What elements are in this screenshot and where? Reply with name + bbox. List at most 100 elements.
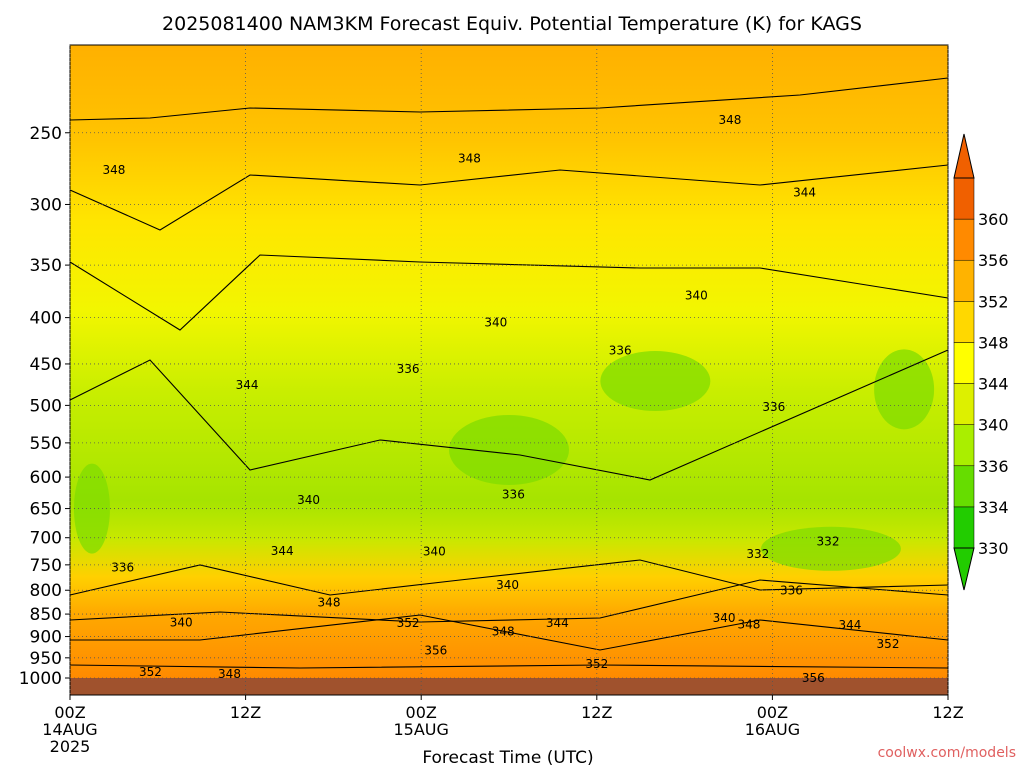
y-tick-label: 900 [30,628,62,648]
contour-labels: 348 348 348 344 340 340 344 336 336 336 336 340 344 3… [102,113,899,685]
y-tick-label: 400 [30,309,62,329]
contour-label: 336 [762,400,785,414]
contour-label: 336 [111,560,134,574]
contour-label: 352 [397,616,420,630]
contour-label: 336 [609,344,632,358]
contour-label: 344 [546,616,569,630]
contour-line [70,614,949,651]
colorbar-segment [953,424,975,467]
colorbar-label: 336 [978,457,1009,476]
contour-line [69,349,949,481]
contour-label: 348 [458,152,481,166]
contour-label: 336 [502,487,525,501]
contour-label: 332 [746,547,769,561]
contour-line [69,664,949,669]
contour-label: 340 [496,578,519,592]
colorbar-segment [953,465,975,508]
colorbar-segment [953,301,975,343]
colorbar-segment [953,218,975,261]
contour-label: 344 [236,378,259,392]
y-tick-label: 700 [30,529,62,549]
contour-line [69,579,949,623]
y-tick-label: 550 [30,434,62,454]
y-axis: 250 300 350 400 450 500 550 600 650 700 750 800 850 9… [19,124,948,689]
x-tick-label: 12Z [932,703,963,722]
contour-label: 340 [423,545,446,559]
y-tick-label: 250 [30,124,62,144]
contour-label: 356 [802,671,825,685]
contour-label: 336 [780,584,803,598]
contour-label: 348 [218,667,241,681]
colorbar-segment [953,383,975,425]
contour-line [69,77,949,121]
x-tick-label: 00Z [757,703,788,722]
chart-title: 2025081400 NAM3KM Forecast Equiv. Potent… [162,13,862,35]
colorbar-label: 344 [978,375,1009,394]
contour-label: 340 [685,288,708,302]
contour-label: 352 [139,665,162,679]
contour-label: 340 [297,493,320,507]
contour-label: 336 [397,362,420,376]
contour-label: 352 [877,637,900,651]
contour-label: 348 [102,163,125,177]
green-region [73,463,110,554]
credit-text: coolwx.com/models [878,745,1016,761]
y-tick-label: 500 [30,396,62,416]
contour-label: 348 [318,595,341,609]
ground-band [70,678,948,695]
x-axis-label: Forecast Time (UTC) [422,748,593,768]
contour-line [69,254,949,331]
contour-label: 348 [738,618,761,632]
colorbar-segment [953,177,975,220]
contour-label: 344 [793,185,816,199]
contour-label: 340 [484,316,507,330]
y-tick-label: 600 [30,468,62,488]
contour-label: 348 [719,113,742,127]
contour-label: 356 [424,644,447,658]
y-tick-label: 300 [30,195,62,215]
green-region [874,349,935,430]
theta-e-field [70,45,948,678]
colorbar: 330 334 336 340 344 348 352 356 360 [953,133,1009,591]
plot-area [69,44,949,696]
y-tick-label: 750 [30,556,62,576]
colorbar-bottom-arrow [953,547,975,591]
colorbar-label: 356 [978,251,1009,270]
y-tick-label: 650 [30,500,62,520]
x-tick-label: 12Z [230,703,261,722]
contour-label: 340 [170,615,193,629]
colorbar-segment [953,259,975,302]
green-region [600,351,711,412]
green-region [760,526,901,571]
colorbar-label: 360 [978,210,1009,229]
x-tick-label: 12Z [581,703,612,722]
colorbar-label: 348 [978,333,1009,352]
contour-label: 344 [839,618,862,632]
colorbar-label: 334 [978,498,1009,517]
colorbar-label: 340 [978,416,1009,435]
contour-line [69,559,949,596]
y-tick-label: 850 [30,605,62,625]
colorbar-label: 330 [978,539,1009,558]
x-tick-label: 16AUG [745,720,800,739]
y-tick-label: 800 [30,581,62,601]
green-region [449,414,569,485]
x-tick-label: 14AUG [42,720,97,739]
x-tick-label: 15AUG [393,720,448,739]
contour-label: 352 [585,657,608,671]
x-tick-label: 2025 [50,737,91,756]
x-tick-label: 00Z [54,703,85,722]
y-tick-label: 1000 [19,669,62,689]
contour-label: 348 [492,624,515,638]
colorbar-label: 352 [978,292,1009,311]
contour-label: 344 [271,544,294,558]
contour-label: 332 [817,535,840,549]
colorbar-segment [953,342,975,384]
y-tick-label: 450 [30,355,62,375]
contour-label: 340 [713,611,736,625]
contour-line [69,164,949,231]
x-tick-label: 00Z [406,703,437,722]
y-tick-label: 350 [30,256,62,276]
